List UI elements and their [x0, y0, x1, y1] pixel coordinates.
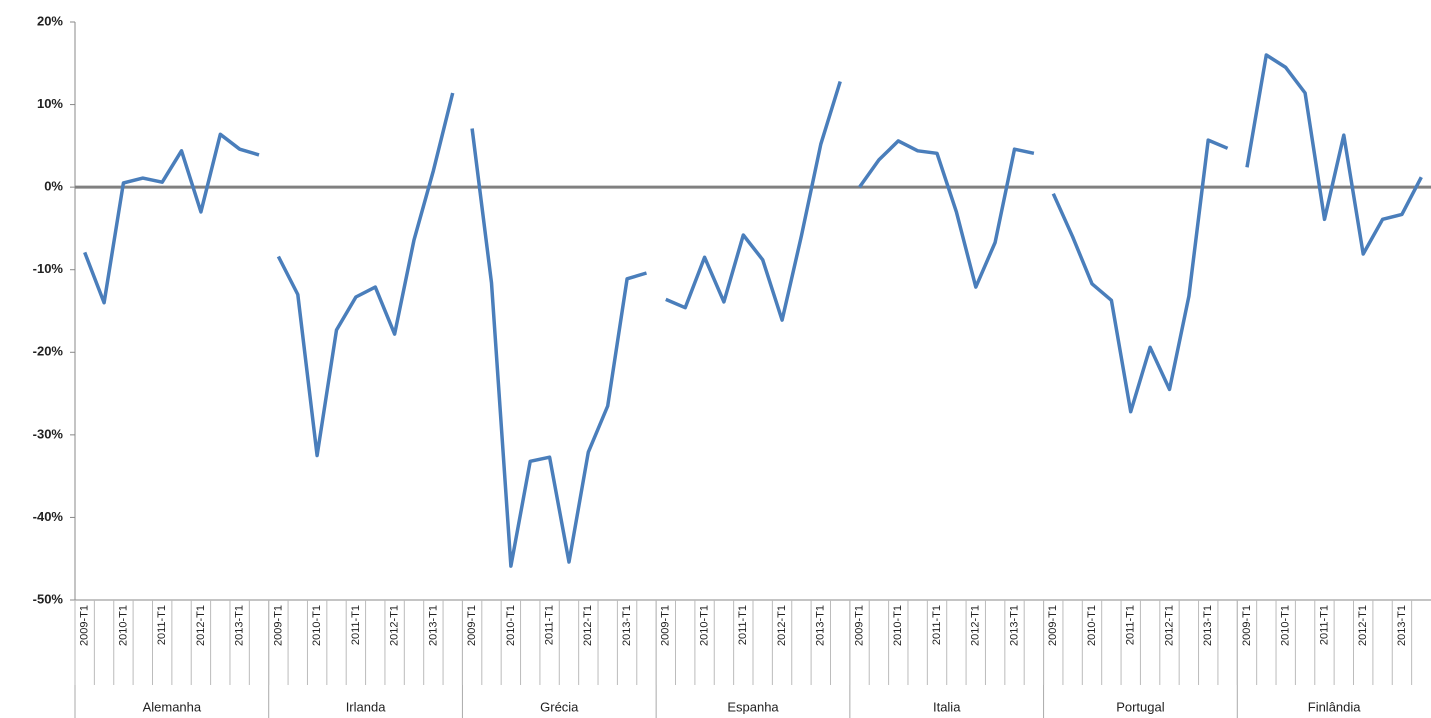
x-tick-label: 2013-T1	[427, 605, 439, 646]
x-tick-label: 2010-T1	[892, 605, 904, 646]
x-tick-label: 2010-T1	[505, 605, 517, 646]
x-tick-label: 2011-T1	[931, 605, 943, 645]
x-tick-label: 2009-T1	[1047, 605, 1059, 646]
x-tick-label: 2011-T1	[156, 605, 168, 645]
group-label: Portugal	[1116, 699, 1165, 714]
line-series	[1051, 138, 1229, 414]
y-tick-label: -40%	[33, 509, 64, 524]
group-label: Grécia	[540, 699, 579, 714]
x-tick-label: 2010-T1	[117, 605, 129, 646]
y-tick-label: -30%	[33, 426, 64, 441]
x-tick-label: 2012-T1	[776, 605, 788, 646]
line-series	[858, 139, 1035, 289]
x-tick-label: 2013-T1	[1202, 605, 1214, 646]
x-tick-label: 2009-T1	[1241, 605, 1253, 646]
y-tick-label: -20%	[33, 344, 64, 359]
y-tick-label: -50%	[33, 591, 64, 606]
x-tick-label: 2011-T1	[737, 605, 749, 645]
x-tick-label: 2009-T1	[79, 605, 91, 646]
group-label: Alemanha	[143, 699, 202, 714]
x-tick-label: 2013-T1	[815, 605, 827, 646]
y-tick-label: 20%	[37, 13, 63, 28]
x-tick-label: 2012-T1	[1163, 605, 1175, 646]
x-tick-label: 2011-T1	[1125, 605, 1137, 645]
x-tick-label: 2011-T1	[544, 605, 556, 645]
x-tick-label: 2013-T1	[1396, 605, 1408, 646]
x-tick-label: 2011-T1	[350, 605, 362, 645]
x-tick-label: 2012-T1	[970, 605, 982, 646]
line-series	[83, 132, 260, 305]
group-label: Espanha	[727, 699, 779, 714]
line-series	[276, 92, 455, 458]
x-tick-label: 2009-T1	[466, 605, 478, 646]
x-tick-label: 2010-T1	[1280, 605, 1292, 646]
group-label: Finlândia	[1308, 699, 1362, 714]
x-tick-label: 2013-T1	[234, 605, 246, 646]
x-tick-label: 2011-T1	[1318, 605, 1330, 645]
y-tick-label: 0%	[44, 179, 63, 194]
x-tick-label: 2009-T1	[272, 605, 284, 646]
x-tick-label: 2009-T1	[660, 605, 672, 646]
y-tick-label: 10%	[37, 96, 63, 111]
x-tick-label: 2010-T1	[1086, 605, 1098, 646]
line-series	[665, 80, 842, 322]
line-series	[1245, 53, 1423, 256]
x-tick-label: 2009-T1	[853, 605, 865, 646]
x-tick-label: 2013-T1	[1008, 605, 1020, 646]
group-label: Irlanda	[346, 699, 387, 714]
x-tick-label: 2010-T1	[311, 605, 323, 646]
x-tick-label: 2012-T1	[389, 605, 401, 646]
x-tick-label: 2012-T1	[1357, 605, 1369, 646]
x-tick-label: 2012-T1	[582, 605, 594, 646]
x-tick-label: 2010-T1	[698, 605, 710, 646]
group-label: Italia	[933, 699, 961, 714]
line-series	[470, 128, 648, 568]
x-tick-label: 2013-T1	[621, 605, 633, 646]
x-tick-label: 2012-T1	[195, 605, 207, 646]
y-tick-label: -10%	[33, 261, 64, 276]
